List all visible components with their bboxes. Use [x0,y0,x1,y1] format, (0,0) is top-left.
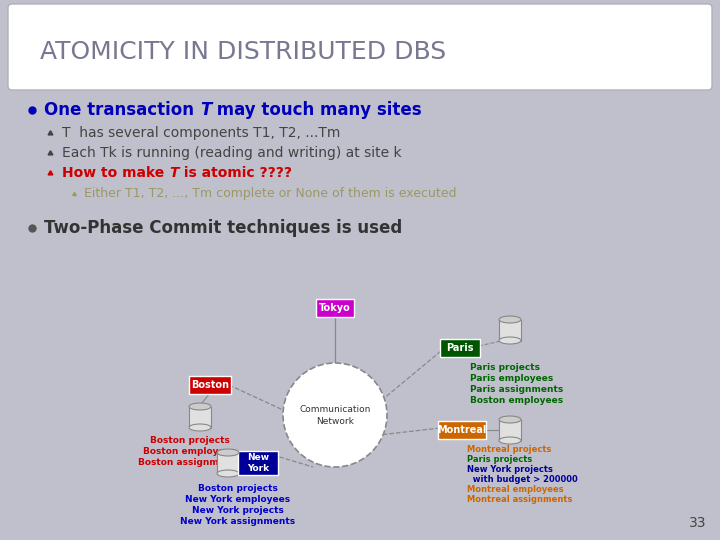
Circle shape [283,363,387,467]
Text: Either T1, T2, ..., Tm complete or None of them is executed: Either T1, T2, ..., Tm complete or None … [84,187,456,200]
Text: Each Tk is running (reading and writing) at site k: Each Tk is running (reading and writing)… [62,146,402,160]
Text: New York projects: New York projects [192,506,284,515]
Text: How to make: How to make [62,166,169,180]
Text: Communication: Communication [300,404,371,414]
Text: Montreal projects: Montreal projects [467,445,552,454]
Text: Boston projects: Boston projects [150,436,230,445]
FancyBboxPatch shape [238,451,278,475]
Text: New
York: New York [247,453,269,472]
FancyBboxPatch shape [438,421,486,439]
Polygon shape [217,453,239,474]
Text: 33: 33 [688,516,706,530]
Ellipse shape [499,416,521,423]
Ellipse shape [189,403,211,410]
Text: Boston assignments: Boston assignments [138,458,242,467]
Ellipse shape [217,449,239,456]
Text: Boston employees: Boston employees [143,447,237,456]
Polygon shape [499,420,521,441]
Text: Boston employees: Boston employees [470,396,563,405]
Polygon shape [499,320,521,341]
Ellipse shape [189,424,211,431]
Text: Tokyo: Tokyo [319,303,351,313]
Ellipse shape [499,316,521,323]
Text: Boston projects: Boston projects [198,484,278,493]
Ellipse shape [217,470,239,477]
FancyBboxPatch shape [316,299,354,317]
Text: Montreal assignments: Montreal assignments [467,495,572,504]
Text: Paris employees: Paris employees [470,374,553,383]
Text: Paris: Paris [446,343,474,353]
Text: T: T [199,101,211,119]
Text: is atomic ????: is atomic ???? [179,166,292,180]
Text: with budget > 200000: with budget > 200000 [467,475,577,484]
Text: Paris assignments: Paris assignments [470,385,563,394]
Text: Paris projects: Paris projects [470,363,540,372]
Text: New York employees: New York employees [186,495,291,504]
Text: Two-Phase Commit techniques is used: Two-Phase Commit techniques is used [44,219,402,237]
Text: Paris projects: Paris projects [467,455,532,464]
Text: Network: Network [316,417,354,427]
Polygon shape [189,407,211,428]
Text: One transaction: One transaction [44,101,199,119]
Text: ATOMICITY IN DISTRIBUTED DBS: ATOMICITY IN DISTRIBUTED DBS [40,40,446,64]
FancyBboxPatch shape [8,4,712,90]
Text: New York projects: New York projects [467,465,553,474]
Text: may touch many sites: may touch many sites [211,101,422,119]
Text: Boston: Boston [191,380,229,390]
Text: T  has several components T1, T2, ...Tm: T has several components T1, T2, ...Tm [62,126,341,140]
Ellipse shape [499,437,521,444]
Text: Montreal employees: Montreal employees [467,485,564,494]
FancyBboxPatch shape [189,376,231,394]
Ellipse shape [499,337,521,344]
Text: T: T [169,166,179,180]
FancyBboxPatch shape [440,339,480,357]
Text: New York assignments: New York assignments [181,517,296,526]
Text: Montreal: Montreal [437,425,487,435]
